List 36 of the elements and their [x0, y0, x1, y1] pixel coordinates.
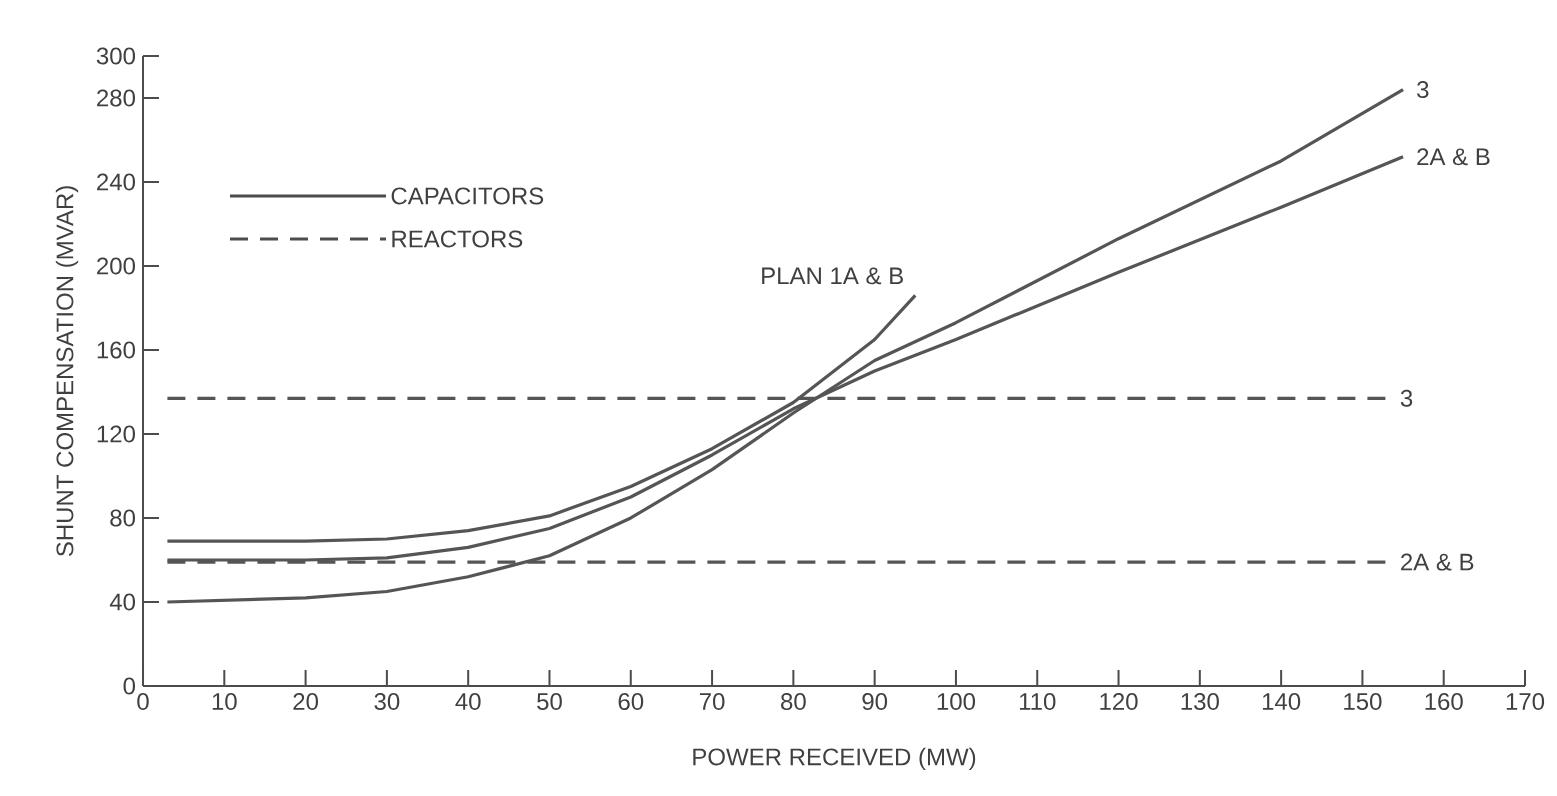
x-tick-label: 120	[1100, 693, 1138, 711]
x-tick-label: 30	[374, 693, 400, 711]
series-label: 3	[1417, 81, 1429, 99]
x-tick-label: 50	[537, 693, 562, 711]
x-tick-label: 40	[455, 693, 481, 711]
x-tick-label: 80	[781, 693, 806, 711]
x-tick-label: 110	[1019, 693, 1056, 711]
y-tick-label: 120	[97, 425, 136, 443]
x-tick-label: 170	[1506, 693, 1545, 711]
y-tick-label: 300	[96, 47, 136, 65]
x-tick-label: 100	[937, 693, 976, 711]
x-tick-label: 20	[293, 693, 319, 711]
x-tick-label: 0	[137, 693, 149, 711]
x-tick-label: 10	[212, 693, 237, 711]
x-tick-label: 60	[618, 693, 644, 711]
series-label: 3	[1400, 389, 1413, 407]
y-tick-label: 240	[97, 173, 136, 191]
x-tick-label: 70	[699, 693, 725, 711]
series-label: PLAN 1A & B	[762, 267, 903, 285]
series-label: 2A & B	[1401, 553, 1474, 571]
y-tick-label: 0	[123, 677, 136, 695]
y-tick-label: 280	[97, 89, 136, 107]
series-label: 2A & B	[1417, 148, 1490, 166]
x-tick-label: 130	[1181, 693, 1219, 711]
x-tick-label: 150	[1344, 693, 1382, 711]
y-tick-label: 80	[110, 509, 136, 527]
x-tick-label: 90	[862, 693, 888, 711]
x-tick-label: 160	[1425, 693, 1463, 711]
y-tick-label: 160	[97, 341, 136, 359]
y-tick-label: 200	[97, 257, 136, 275]
y-tick-label: 40	[109, 593, 136, 611]
annotation: REACTORS	[392, 230, 523, 248]
y-axis-title: SHUNT COMPENSATION (MVAR)	[55, 186, 79, 557]
annotation: CAPACITORS	[391, 187, 544, 205]
x-tick-label: 140	[1262, 693, 1301, 711]
x-axis-title: POWER RECEIVED (MW)	[693, 747, 976, 771]
